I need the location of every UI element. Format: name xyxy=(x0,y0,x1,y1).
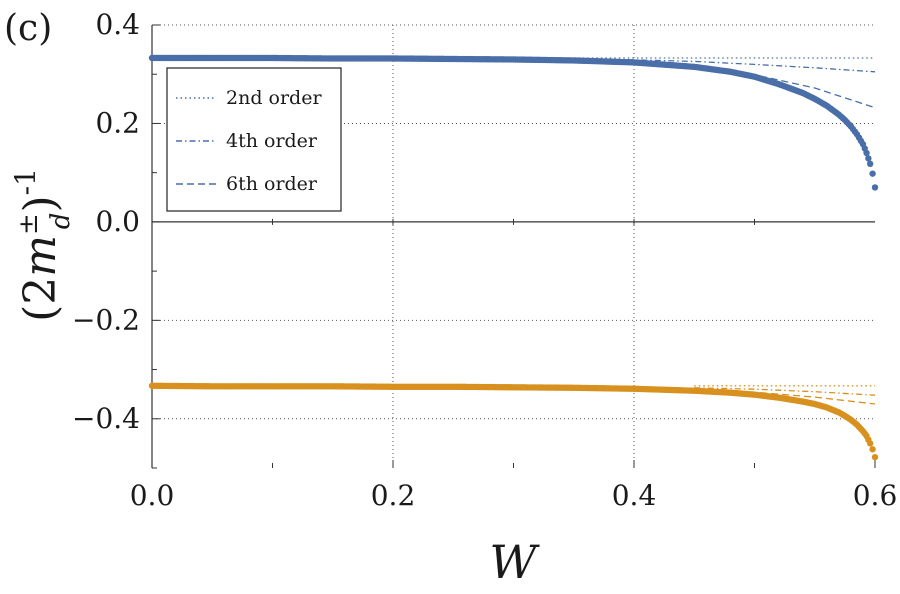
lower-6th-curve xyxy=(694,388,876,405)
upper-6th-curve xyxy=(573,58,876,109)
data-point xyxy=(866,160,874,168)
y-tick-label: −0.4 xyxy=(72,402,140,435)
data-point xyxy=(869,170,876,177)
panel-label: (c) xyxy=(4,8,52,49)
x-tick-label: 0.4 xyxy=(612,479,657,512)
legend: 2nd order 4th order 6th order xyxy=(166,67,342,212)
y-tick-label: −0.2 xyxy=(72,303,140,336)
x-axis-label: W xyxy=(489,535,540,589)
data-point xyxy=(871,184,879,191)
data-point xyxy=(866,440,874,447)
y-tick-label: 0.0 xyxy=(95,205,140,238)
y-tick-label: 0.2 xyxy=(95,106,140,139)
data-point xyxy=(865,155,872,162)
x-tick-label: 0.0 xyxy=(130,479,175,512)
x-tick-label: 0.6 xyxy=(853,479,898,512)
legend-box xyxy=(166,67,342,212)
y-axis-label: (2m±d)-1 xyxy=(9,168,76,322)
data-point xyxy=(863,149,870,157)
legend-label: 4th order xyxy=(226,130,318,152)
data-point xyxy=(871,453,879,461)
axes xyxy=(151,24,876,469)
data-point xyxy=(869,446,876,453)
y-tick-label: 0.4 xyxy=(95,8,140,41)
tick-labels: 0.0 0.2 0.4 0.6 0.4 0.2 0.0 −0.2 −0.4 xyxy=(72,8,897,512)
legend-label: 6th order xyxy=(226,173,318,195)
legend-label: 2nd order xyxy=(226,87,322,109)
lower-4th-curve xyxy=(694,387,876,396)
data-points xyxy=(148,54,879,461)
x-tick-label: 0.2 xyxy=(371,479,416,512)
